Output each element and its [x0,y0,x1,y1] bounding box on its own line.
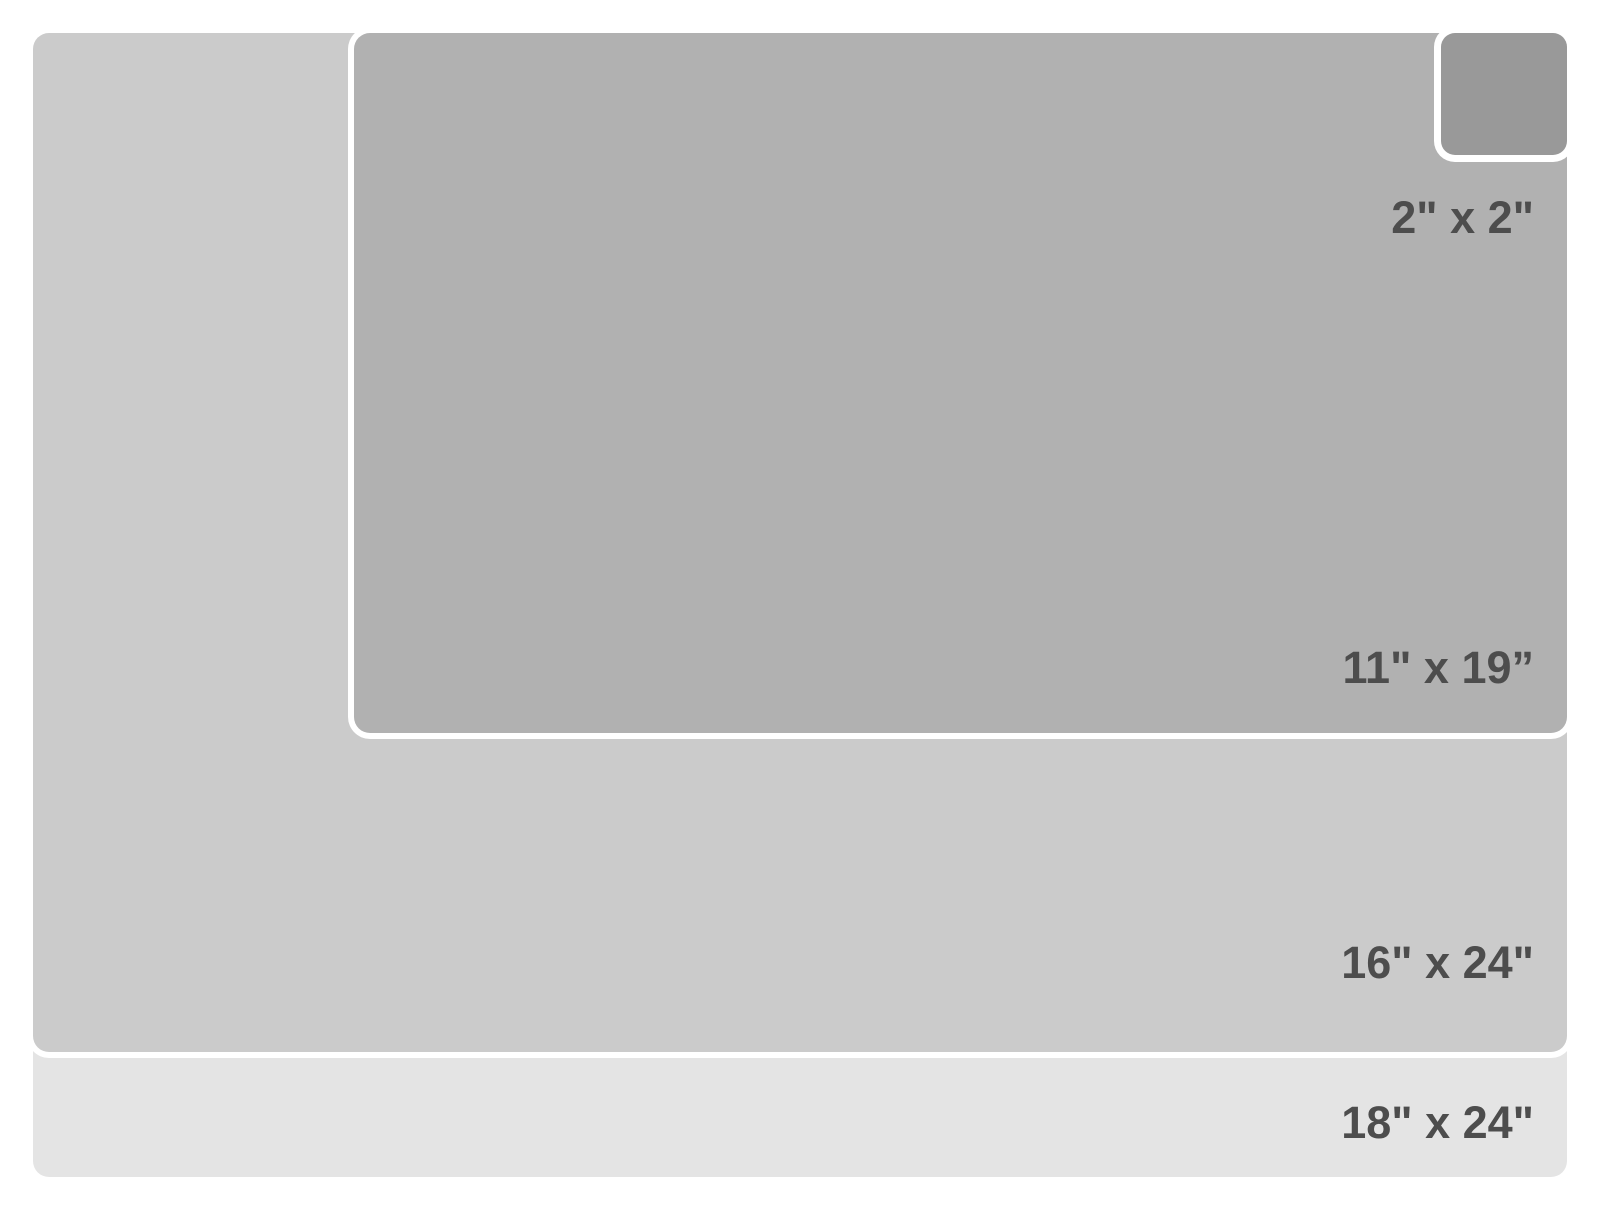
size-label-11x19: 11" x 19” [1342,642,1535,693]
size-label-18x24: 18" x 24" [1341,1097,1534,1148]
size-label-16x24: 16" x 24" [1341,937,1534,988]
size-rect-2x2 [1441,33,1567,155]
size-rect-11x19 [354,33,1567,733]
size-label-2x2: 2" x 2" [1391,192,1534,243]
